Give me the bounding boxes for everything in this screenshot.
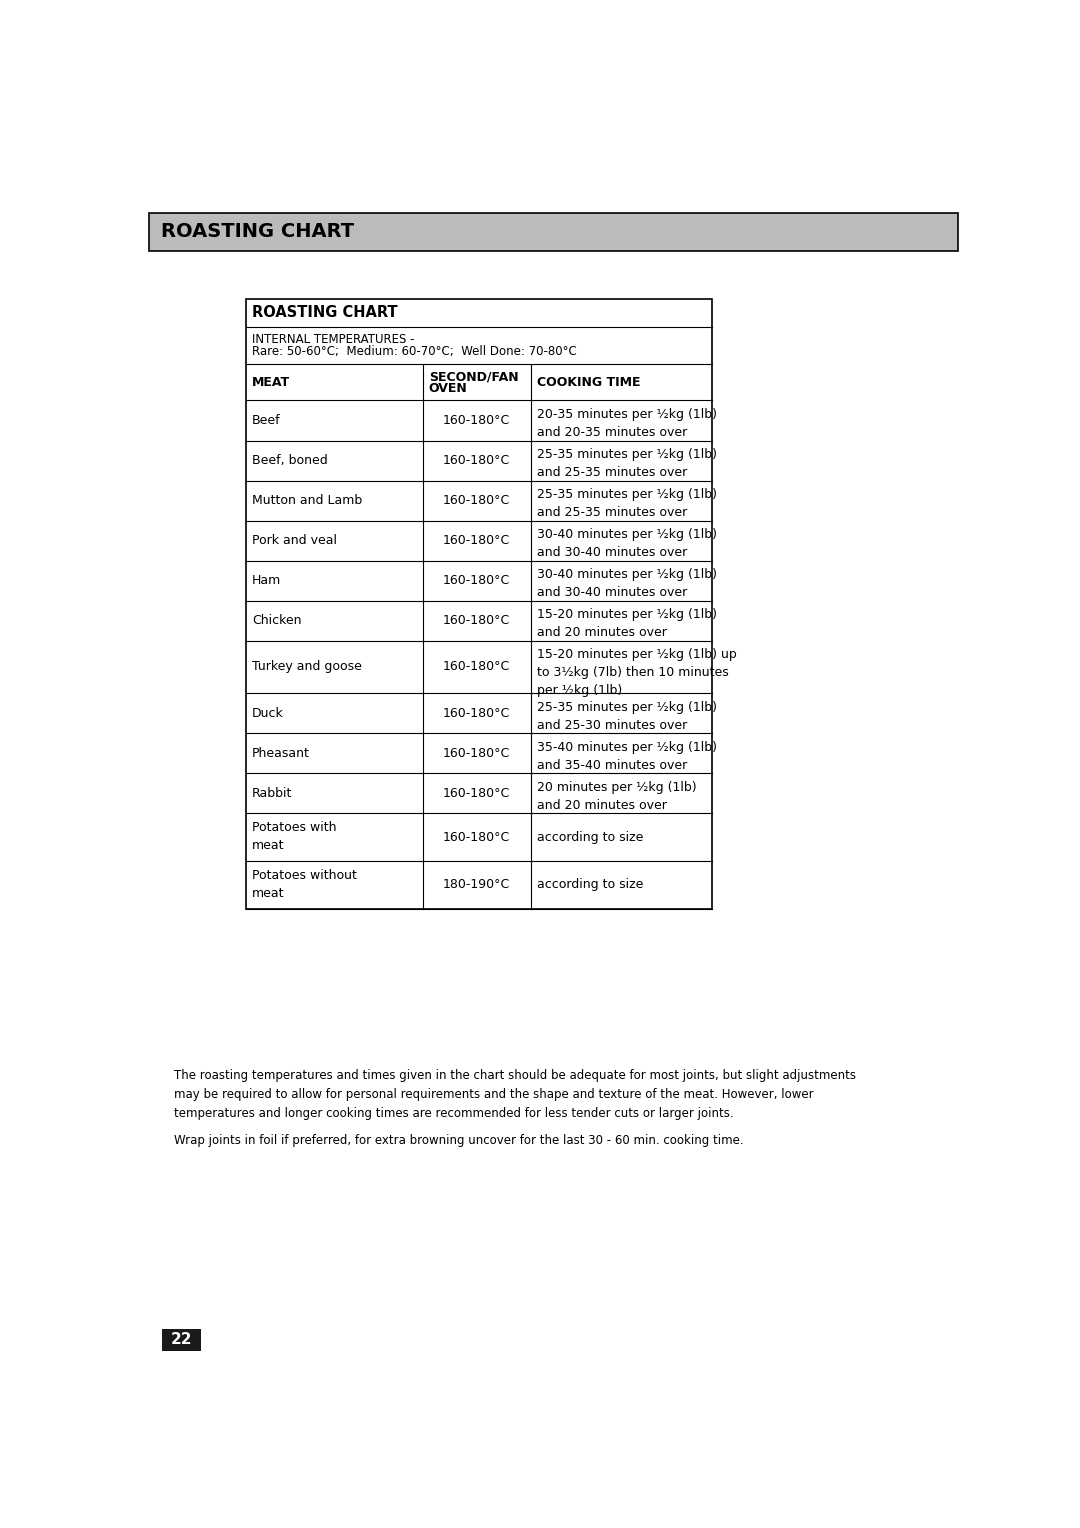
Text: 15-20 minutes per ½kg (1lb)
and 20 minutes over: 15-20 minutes per ½kg (1lb) and 20 minut… — [537, 608, 717, 639]
Text: 160-180°C: 160-180°C — [443, 660, 511, 674]
Text: 30-40 minutes per ½kg (1lb)
and 30-40 minutes over: 30-40 minutes per ½kg (1lb) and 30-40 mi… — [537, 529, 717, 559]
Text: Ham: Ham — [252, 575, 281, 587]
Text: ROASTING CHART: ROASTING CHART — [161, 223, 354, 241]
Text: Wrap joints in foil if preferred, for extra browning uncover for the last 30 - 6: Wrap joints in foil if preferred, for ex… — [174, 1134, 743, 1148]
Text: SECOND/FAN: SECOND/FAN — [429, 370, 518, 384]
Text: 20 minutes per ½kg (1lb)
and 20 minutes over: 20 minutes per ½kg (1lb) and 20 minutes … — [537, 781, 697, 811]
Text: COOKING TIME: COOKING TIME — [537, 376, 640, 388]
Text: 160-180°C: 160-180°C — [443, 535, 511, 547]
Text: 160-180°C: 160-180°C — [443, 831, 511, 843]
Text: Rabbit: Rabbit — [252, 787, 293, 799]
Text: 25-35 minutes per ½kg (1lb)
and 25-30 minutes over: 25-35 minutes per ½kg (1lb) and 25-30 mi… — [537, 701, 717, 732]
Text: MEAT: MEAT — [252, 376, 291, 388]
Text: according to size: according to size — [537, 831, 644, 843]
Text: 180-190°C: 180-190°C — [443, 879, 511, 891]
Text: 35-40 minutes per ½kg (1lb)
and 35-40 minutes over: 35-40 minutes per ½kg (1lb) and 35-40 mi… — [537, 741, 717, 772]
Text: 160-180°C: 160-180°C — [443, 454, 511, 468]
Text: 160-180°C: 160-180°C — [443, 706, 511, 720]
Bar — [149, 212, 958, 251]
Text: Potatoes without
meat: Potatoes without meat — [252, 868, 356, 900]
Text: INTERNAL TEMPERATURES -: INTERNAL TEMPERATURES - — [252, 333, 415, 345]
Text: 25-35 minutes per ½kg (1lb)
and 25-35 minutes over: 25-35 minutes per ½kg (1lb) and 25-35 mi… — [537, 448, 717, 480]
Text: Potatoes with
meat: Potatoes with meat — [252, 821, 337, 853]
Text: Mutton and Lamb: Mutton and Lamb — [252, 494, 362, 507]
Text: The roasting temperatures and times given in the chart should be adequate for mo: The roasting temperatures and times give… — [174, 1070, 855, 1120]
Text: according to size: according to size — [537, 879, 644, 891]
Text: ROASTING CHART: ROASTING CHART — [252, 306, 397, 321]
Text: 22: 22 — [171, 1332, 192, 1348]
Text: Duck: Duck — [252, 706, 284, 720]
Text: Chicken: Chicken — [252, 614, 301, 626]
Text: 30-40 minutes per ½kg (1lb)
and 30-40 minutes over: 30-40 minutes per ½kg (1lb) and 30-40 mi… — [537, 568, 717, 599]
Text: Rare: 50-60°C;  Medium: 60-70°C;  Well Done: 70-80°C: Rare: 50-60°C; Medium: 60-70°C; Well Don… — [252, 345, 577, 358]
Text: 160-180°C: 160-180°C — [443, 747, 511, 759]
Text: 25-35 minutes per ½kg (1lb)
and 25-35 minutes over: 25-35 minutes per ½kg (1lb) and 25-35 mi… — [537, 489, 717, 520]
Bar — [246, 299, 713, 909]
Text: 160-180°C: 160-180°C — [443, 414, 511, 426]
Text: Beef, boned: Beef, boned — [252, 454, 327, 468]
Text: OVEN: OVEN — [429, 382, 468, 394]
Text: Beef: Beef — [252, 414, 281, 426]
Text: Pork and veal: Pork and veal — [252, 535, 337, 547]
Text: 15-20 minutes per ½kg (1lb) up
to 3½kg (7lb) then 10 minutes
per ½kg (1lb): 15-20 minutes per ½kg (1lb) up to 3½kg (… — [537, 648, 737, 697]
Bar — [162, 1329, 201, 1351]
Text: Turkey and goose: Turkey and goose — [252, 660, 362, 674]
Text: 20-35 minutes per ½kg (1lb)
and 20-35 minutes over: 20-35 minutes per ½kg (1lb) and 20-35 mi… — [537, 408, 717, 439]
Text: 160-180°C: 160-180°C — [443, 787, 511, 799]
Text: 160-180°C: 160-180°C — [443, 575, 511, 587]
Text: 160-180°C: 160-180°C — [443, 614, 511, 626]
Text: Pheasant: Pheasant — [252, 747, 310, 759]
Text: 160-180°C: 160-180°C — [443, 494, 511, 507]
